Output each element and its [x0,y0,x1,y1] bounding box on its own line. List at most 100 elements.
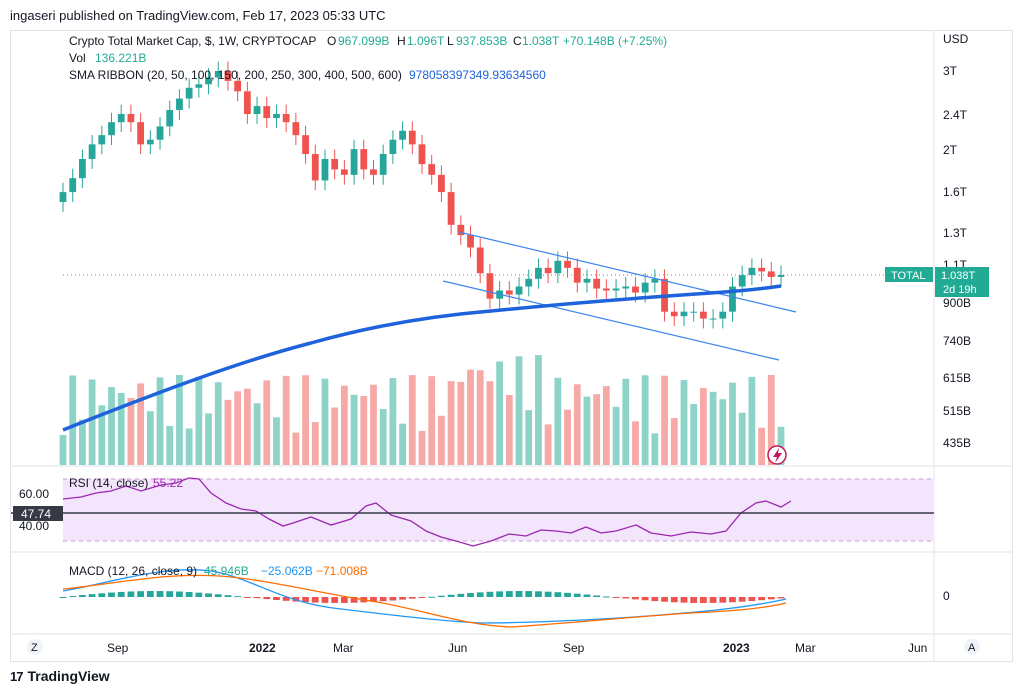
volume-bar [612,406,620,465]
macd-hist-bar [767,597,775,600]
macd-hist-bar [564,592,571,597]
candle-body [573,267,581,283]
time-label: Sep [107,641,129,655]
time-label: Sep [563,641,585,655]
rsi-tick-40: 40.00 [19,519,49,533]
volume-bar [447,381,455,465]
price-tick: 1.6T [943,185,968,199]
legend-sma-label: SMA RIBBON (20, 50, 100, 150, 200, 250, … [69,68,402,82]
tradingview-brand: TradingView [27,668,110,684]
candle-body [399,130,406,140]
legend-h-label: H [397,34,406,48]
macd-hist-bar [544,591,552,597]
macd-hist-bar [195,592,203,597]
volume-bar [360,396,368,465]
volume-bar [185,428,193,465]
volume-bar [709,391,717,465]
auto-scale-button[interactable] [964,639,980,655]
candle-body [719,311,727,319]
volume-bar [467,369,474,465]
price-tick: 740B [943,334,971,348]
volume-bar [59,435,67,465]
volume-bar [641,375,649,465]
candle-body [88,144,96,159]
macd-hist-bar [117,591,125,597]
volume-bar [486,381,494,465]
macd-hist-bar [428,596,436,598]
candle-body [738,275,746,287]
time-label: 2022 [249,641,276,655]
macd-hist-bar [777,597,785,599]
legend-sma-value: 978058397349.93634560 [409,68,546,82]
zoom-button[interactable] [27,639,43,655]
volume-bar [273,417,280,465]
macd-hist-bar [758,597,765,601]
macd-hist-bar [622,597,630,599]
candle-body [331,158,339,170]
volume-bar [544,424,552,465]
macd-hist-bar [331,597,339,603]
macd-hist-bar [214,594,222,597]
candle-body [79,158,86,179]
macd-hist-bar [680,597,688,603]
volume-bar [535,355,542,465]
macd-hist-bar [243,597,251,598]
candle-body [321,158,329,181]
macd-hist-bar [340,597,348,603]
candle-body [311,153,319,181]
volume-bar [573,384,581,465]
candle-body [554,260,562,274]
macd-hist-bar [573,593,581,597]
volume-bar [738,412,746,465]
volume-bar [214,382,222,465]
candle-body [699,311,707,319]
macd-hist-bar [273,597,280,601]
rsi-label: RSI (14, close) [69,476,148,490]
legend-change: +70.148B (+7.25%) [563,34,667,48]
volume-bar [69,375,77,465]
rsi-tag: 47.74 [21,507,51,521]
macd-hist-bar [379,597,387,602]
candle-body [176,98,183,111]
channel-lower-line [442,280,780,361]
macd-hist-bar [108,592,115,597]
rsi-line [62,477,792,547]
macd-hist-bar [505,591,513,597]
candle-body [282,113,290,123]
macd-hist-bar [370,597,377,602]
price-tick: 2.4T [943,108,968,122]
candle-body [641,282,649,293]
volume-bar [699,388,707,465]
volume-bar [758,427,765,465]
macd-hist-bar [234,596,242,598]
macd-hist-bar [699,597,707,603]
tradingview-logo[interactable]: 17 TradingView [10,668,110,684]
macd-hist-bar [612,597,620,598]
candle-body [340,169,348,175]
volume-bar [79,419,86,465]
macd-hist-bar [302,597,309,603]
candle-body [137,122,145,145]
volume-bar [127,397,135,465]
macd-hist-bar [399,597,406,600]
macd-hist-value: 45.946B [204,564,249,578]
volume-bar [408,375,416,465]
volume-bar [195,376,203,465]
candle-body [690,311,698,313]
volume-bar [748,376,756,465]
price-tag-name-box [885,267,933,282]
volume-bar [253,403,261,465]
volume-bar [515,356,523,465]
legend-c-value: 1.038T [522,34,560,48]
macd-hist-bar [156,591,164,597]
macd-hist-bar [253,597,261,599]
price-candles [59,61,785,329]
time-label: Mar [795,641,816,655]
macd-hist-bar [525,591,533,597]
candle-body [205,77,212,85]
chart-frame[interactable]: Crypto Total Market Cap, $, 1W, CRYPTOCA… [10,30,1013,662]
candle-body [185,87,193,99]
chart-canvas[interactable]: Crypto Total Market Cap, $, 1W, CRYPTOCA… [11,31,1012,661]
volume-bar [379,408,387,465]
candle-body [108,122,115,136]
